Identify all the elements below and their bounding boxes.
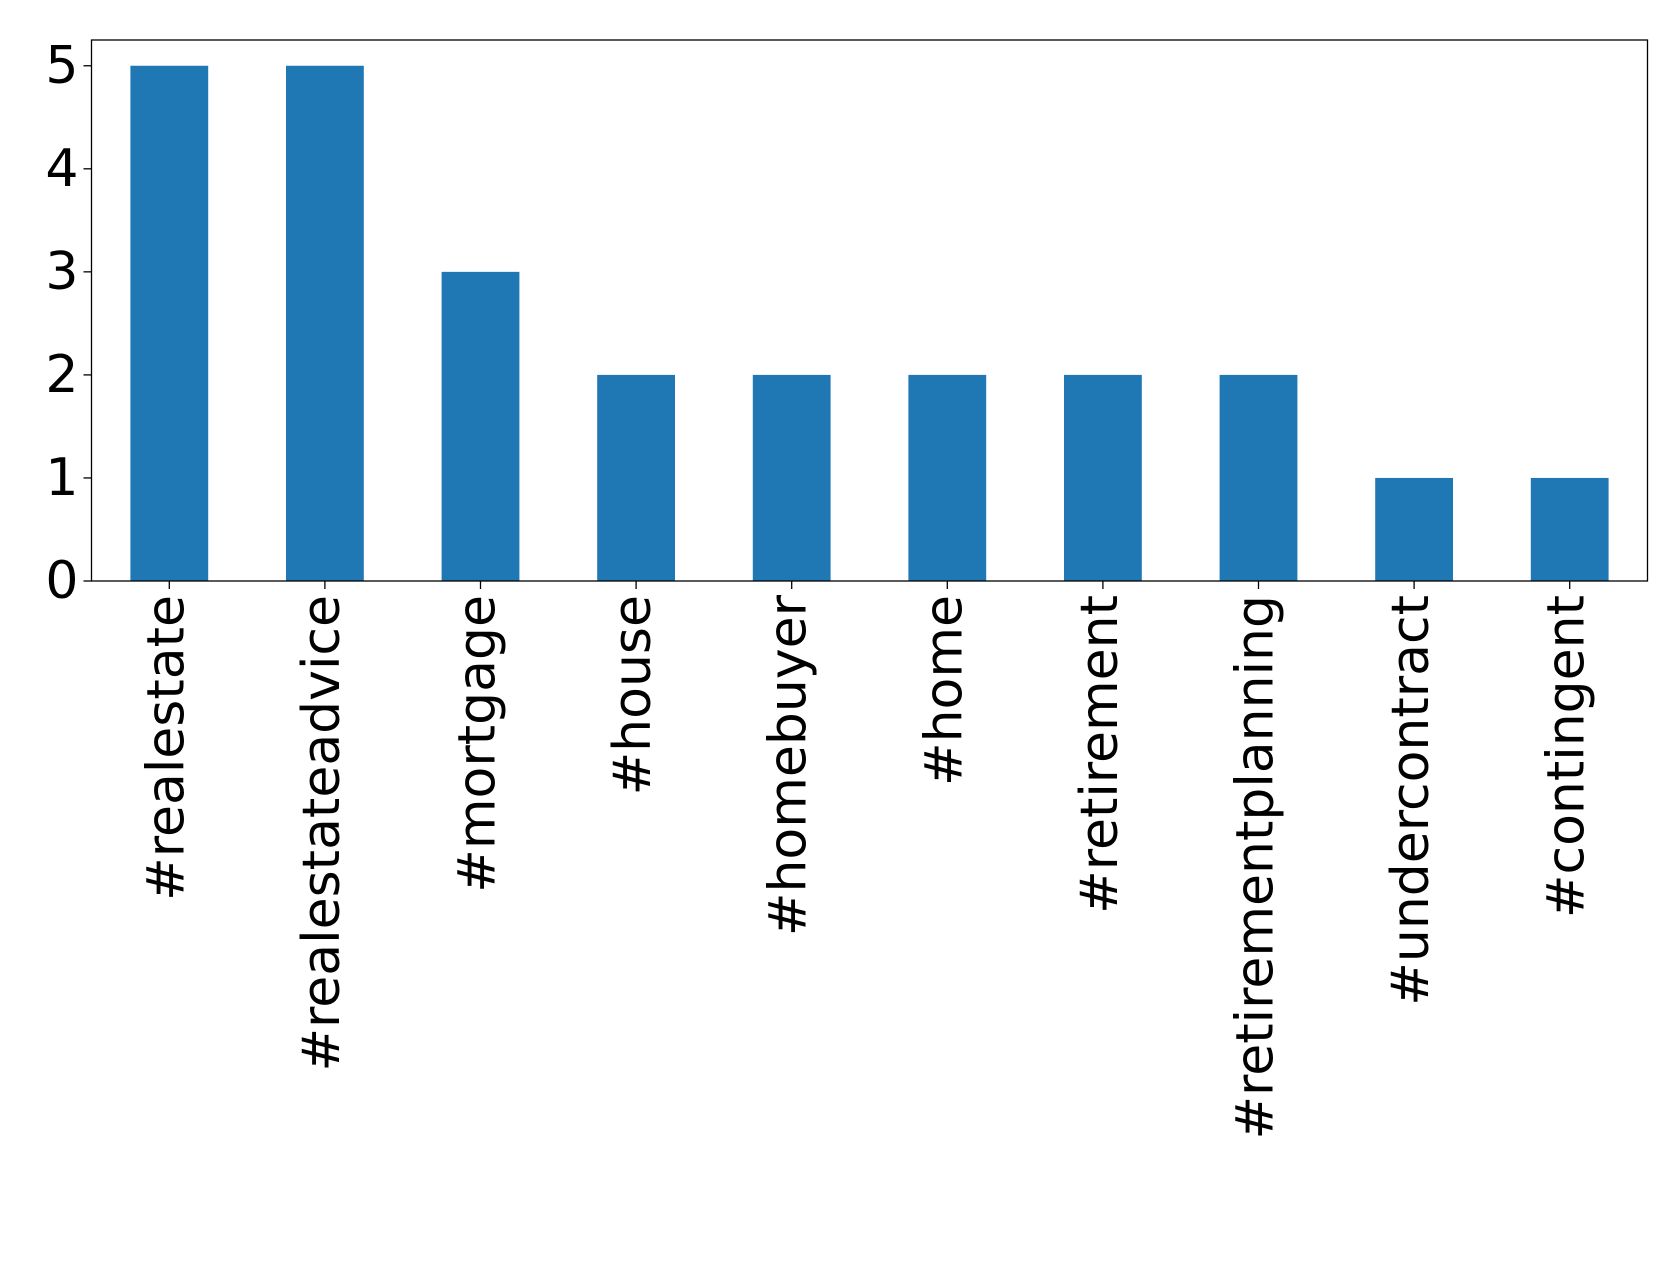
y-tick-label: 0: [45, 551, 78, 611]
y-tick-label: 3: [45, 242, 78, 302]
x-tick-label: #mortgage: [448, 595, 508, 893]
plot-frame: [90, 39, 1649, 582]
bar: [441, 271, 520, 581]
x-tick-label: #undercontract: [1381, 595, 1441, 1006]
bar: [1530, 477, 1609, 581]
bar: [752, 374, 831, 581]
x-tick-label: #realestate: [136, 595, 196, 901]
bar: [1219, 374, 1298, 581]
bar: [1375, 477, 1453, 581]
y-tick-label: 4: [45, 139, 78, 199]
bar: [908, 374, 987, 581]
bar: [130, 65, 209, 581]
y-tick-label: 5: [45, 36, 78, 96]
y-tick-label: 1: [45, 448, 78, 508]
x-tick-label: #retirement: [1070, 595, 1130, 914]
x-tick-label: #realestateadvice: [292, 595, 352, 1072]
bar: [286, 65, 364, 581]
bar: [597, 374, 675, 581]
x-tick-label: #contingent: [1537, 595, 1597, 918]
y-tick-label: 2: [45, 345, 78, 405]
x-tick-label: #retirementplanning: [1226, 595, 1286, 1140]
x-tick-label: #house: [603, 595, 663, 795]
x-tick-label: #homebuyer: [759, 594, 819, 936]
bar: [1064, 374, 1142, 581]
x-tick-label: #home: [914, 595, 974, 786]
